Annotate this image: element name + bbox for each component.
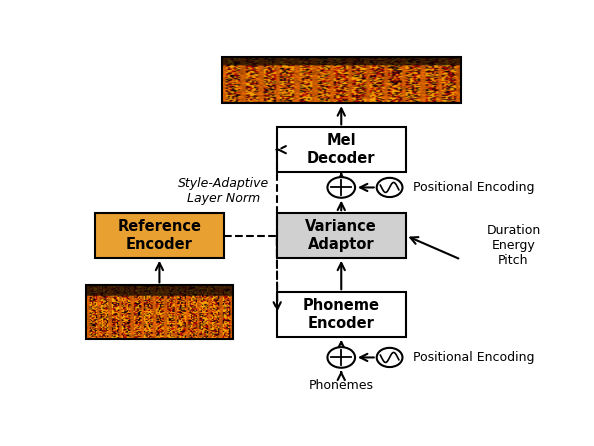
FancyBboxPatch shape [277,292,406,337]
Text: Style-Adaptive
Layer Norm: Style-Adaptive Layer Norm [178,177,270,205]
FancyBboxPatch shape [95,213,224,258]
Text: Positional Encoding: Positional Encoding [413,181,534,194]
Circle shape [377,178,403,197]
Bar [86,285,233,339]
FancyBboxPatch shape [277,213,406,258]
Circle shape [327,177,355,198]
Text: Reference
Encoder: Reference Encoder [118,219,201,252]
Bar [222,57,461,103]
Text: Variance
Adaptor: Variance Adaptor [305,219,377,252]
Text: Phoneme
Encoder: Phoneme Encoder [303,298,380,331]
FancyBboxPatch shape [277,128,406,172]
Text: Mel
Decoder: Mel Decoder [307,133,375,166]
Text: Phonemes: Phonemes [309,379,374,392]
Text: Duration
Energy
Pitch: Duration Energy Pitch [486,224,541,267]
Circle shape [377,348,403,367]
Circle shape [327,347,355,368]
Text: Positional Encoding: Positional Encoding [413,351,534,364]
